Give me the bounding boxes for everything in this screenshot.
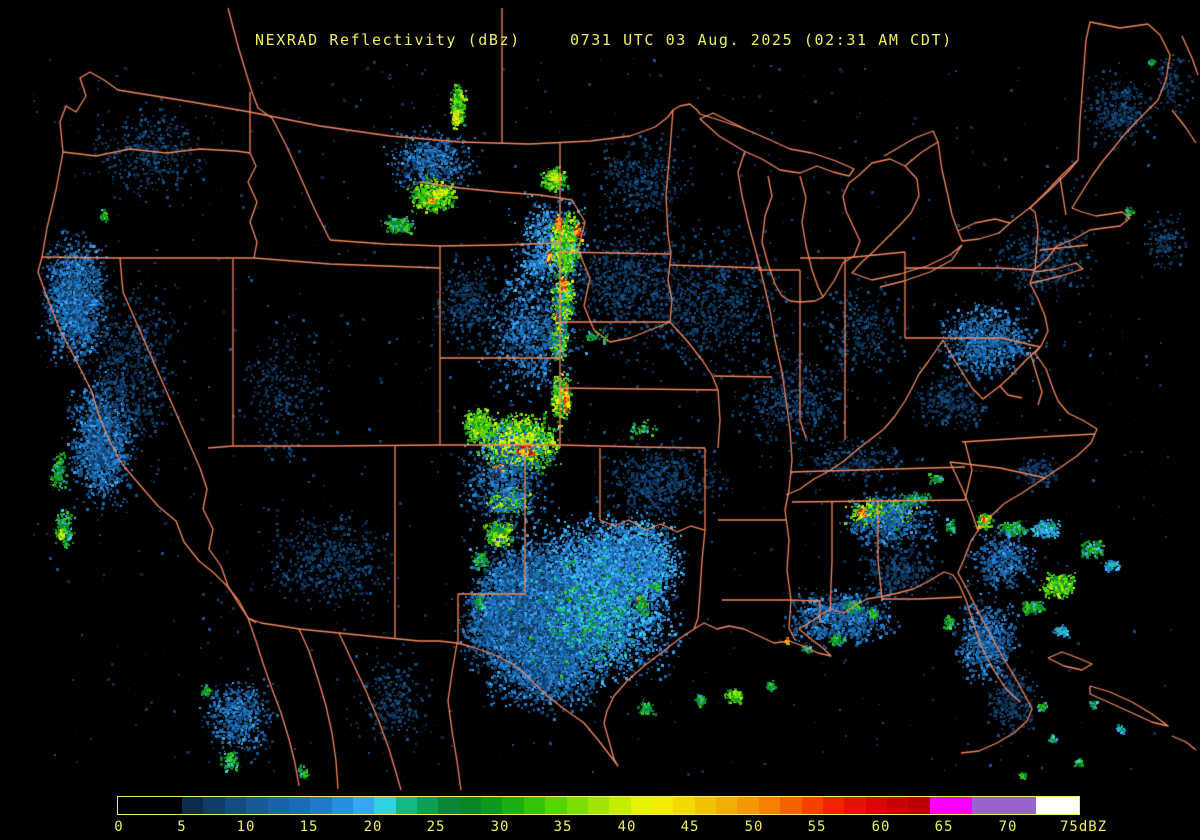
colorbar-tick-label: 55	[807, 819, 827, 835]
colorbar-tick-label: 75dBZ	[1060, 819, 1108, 835]
colorbar-tick-label: 50	[744, 819, 764, 835]
colorbar-tick-label: 60	[871, 819, 891, 835]
colorbar-tick-label: 65	[934, 819, 954, 835]
reflectivity-colorbar	[117, 796, 1080, 815]
colorbar-tick-label: 20	[363, 819, 383, 835]
colorbar-tick-label: 30	[490, 819, 510, 835]
colorbar-tick-label: 70	[998, 819, 1018, 835]
colorbar-tick-labels: 0 5 10 15 20 25 30 35 40 45 50 55 60 65 70 75dBZ	[0, 819, 1200, 837]
colorbar-tick-label: 15	[299, 819, 319, 835]
colorbar-tick-label: 10	[236, 819, 256, 835]
colorbar-tick-label: 40	[617, 819, 637, 835]
colorbar-tick-label: 35	[553, 819, 573, 835]
colorbar-tick-label: 45	[680, 819, 700, 835]
colorbar-tick-label: 5	[177, 819, 187, 835]
colorbar-tick-label: 0	[114, 819, 124, 835]
colorbar-tick-label: 25	[426, 819, 446, 835]
